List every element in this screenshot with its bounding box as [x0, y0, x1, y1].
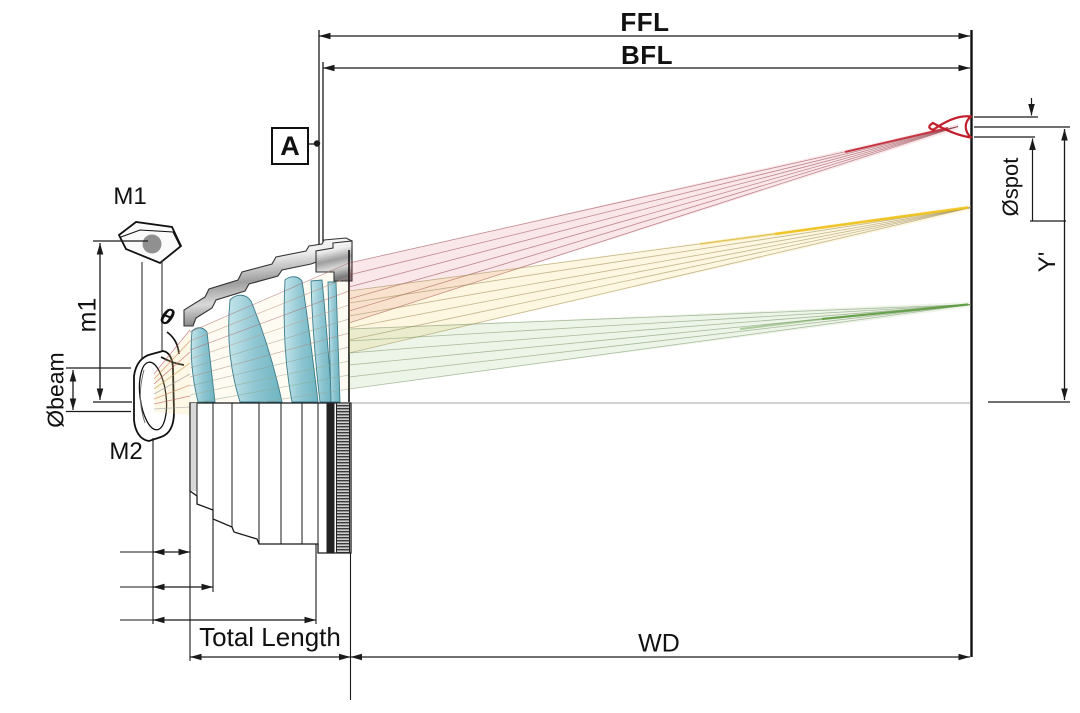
scan-angle-arcs: [161, 332, 184, 365]
lens-elements: [191, 277, 340, 402]
barrel-knurled-ring: [336, 402, 350, 554]
mirror-separation-label: m1: [73, 297, 102, 333]
mirror-offset-dimensions: [120, 548, 316, 624]
datum-a-text: A: [280, 130, 300, 161]
ffl-label: FFL: [620, 7, 670, 37]
barrel-dark-ring: [326, 403, 335, 553]
ray-bundle-green: [349, 302, 971, 389]
ray-bundle-red: [349, 116, 971, 323]
beam-diameter-label: Øbeam: [42, 352, 69, 428]
bfl-label: BFL: [620, 40, 674, 70]
ray-bundle-yellow: [349, 205, 971, 353]
beam-m1-to-m2: [142, 260, 162, 366]
galvo-mirror-m1: [119, 222, 181, 263]
total-length-label: Total Length: [199, 622, 341, 652]
bfl-dimension: [323, 62, 970, 253]
scan-lens-assembly: [184, 238, 352, 553]
mirror1-label: M1: [113, 183, 147, 210]
mirror2-label: M2: [109, 438, 143, 465]
image-height-dimension: [988, 129, 1070, 402]
beam-spot-m1: [142, 234, 162, 254]
lens-flange: [316, 241, 352, 281]
m1-separation-dimension: [93, 241, 148, 402]
datum-a-label: A: [271, 127, 309, 165]
image-height-label: Y': [1034, 251, 1061, 273]
rays-through-lens: [190, 263, 349, 413]
spot-diameter-label: Øspot: [998, 157, 1023, 217]
working-distance-label: WD: [638, 629, 680, 658]
bottom-extension-lines: [153, 438, 351, 700]
spot-diameter-dimension: [974, 98, 1070, 221]
red-focus-bowtie: [929, 116, 971, 137]
beam-diameter-dimension: [66, 368, 131, 412]
